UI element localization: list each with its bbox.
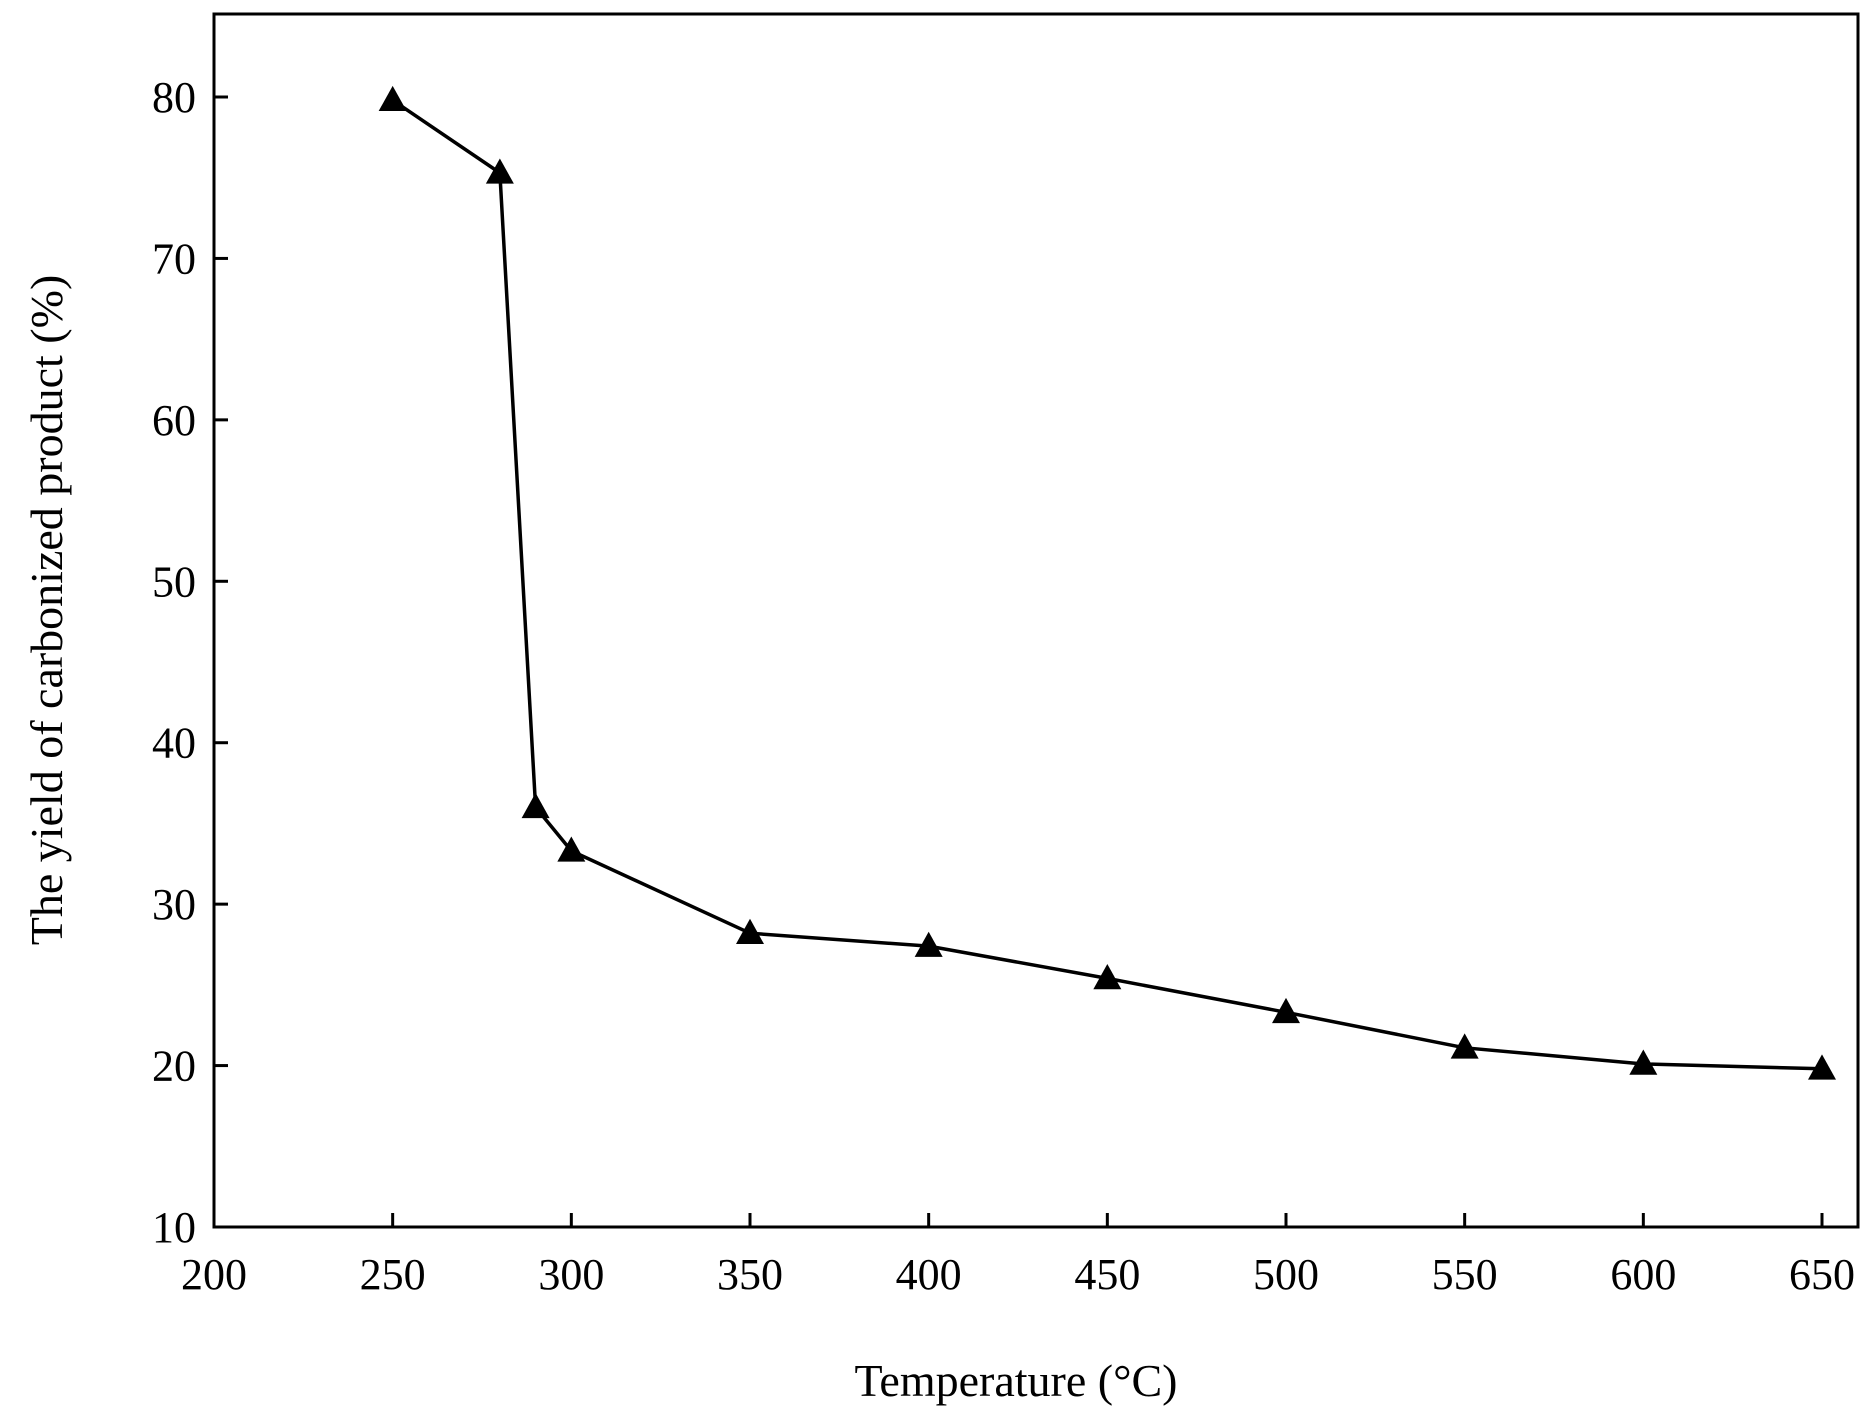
series-lines: [391, 98, 1823, 1071]
data-point-650: [1808, 1054, 1836, 1080]
series-markers: [378, 85, 1836, 1080]
data-point-450: [1093, 964, 1122, 990]
plot-area-border: [212, 12, 1860, 1229]
data-point-500: [1272, 997, 1300, 1024]
data-point-280: [485, 158, 514, 184]
x-tick-label: 600: [1610, 1250, 1676, 1299]
x-tick-label: 250: [360, 1250, 426, 1299]
x-tick-label: 350: [717, 1250, 783, 1299]
y-tick-label: 40: [152, 719, 196, 768]
y-tick-label: 60: [152, 396, 196, 445]
y-axis-title: The yield of carbonized product (%): [21, 275, 72, 946]
y-tick-label: 70: [152, 234, 196, 283]
x-tick-label: 400: [896, 1250, 962, 1299]
y-tick-label: 80: [152, 73, 196, 122]
x-axis-ticks: [212, 1213, 1824, 1227]
data-point-400: [914, 931, 943, 957]
data-point-350: [736, 918, 764, 944]
x-axis-title: Temperature (°C): [855, 1355, 1178, 1406]
y-tick-label: 30: [152, 880, 196, 929]
y-tick-label: 20: [152, 1042, 196, 1091]
x-tick-label: 550: [1432, 1250, 1498, 1299]
x-tick-label: 450: [1074, 1250, 1140, 1299]
data-point-300: [557, 836, 586, 862]
x-tick-label: 200: [181, 1250, 247, 1299]
data-point-550: [1450, 1033, 1479, 1059]
x-tick-label: 500: [1253, 1250, 1319, 1299]
plot-frame: [212, 12, 1860, 1229]
x-tick-label: 300: [538, 1250, 604, 1299]
y-axis-ticks: [214, 95, 228, 1229]
y-tick-label: 10: [152, 1203, 196, 1252]
series-line: [391, 98, 1823, 1071]
y-axis-tick-labels: 10 20 30 40 50 60 70 80: [152, 73, 196, 1252]
data-point-250: [378, 85, 407, 112]
x-tick-label: 650: [1789, 1250, 1855, 1299]
x-axis-tick-labels: 200 250 300 350 400 450 500 550 600 650: [181, 1250, 1855, 1299]
y-tick-label: 50: [152, 557, 196, 606]
data-point-600: [1629, 1049, 1658, 1075]
data-point-290: [521, 792, 550, 819]
